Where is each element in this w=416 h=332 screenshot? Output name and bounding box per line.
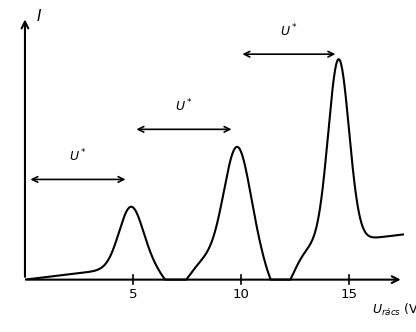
Text: $U_{rács}$ (V): $U_{rács}$ (V) bbox=[371, 302, 416, 318]
Text: 5: 5 bbox=[129, 289, 137, 301]
Text: $I$: $I$ bbox=[36, 8, 42, 24]
Text: $U^*$: $U^*$ bbox=[69, 148, 87, 164]
Text: 15: 15 bbox=[341, 289, 358, 301]
Text: $U^*$: $U^*$ bbox=[280, 23, 298, 39]
Text: 10: 10 bbox=[233, 289, 250, 301]
Text: $U^*$: $U^*$ bbox=[175, 98, 193, 114]
